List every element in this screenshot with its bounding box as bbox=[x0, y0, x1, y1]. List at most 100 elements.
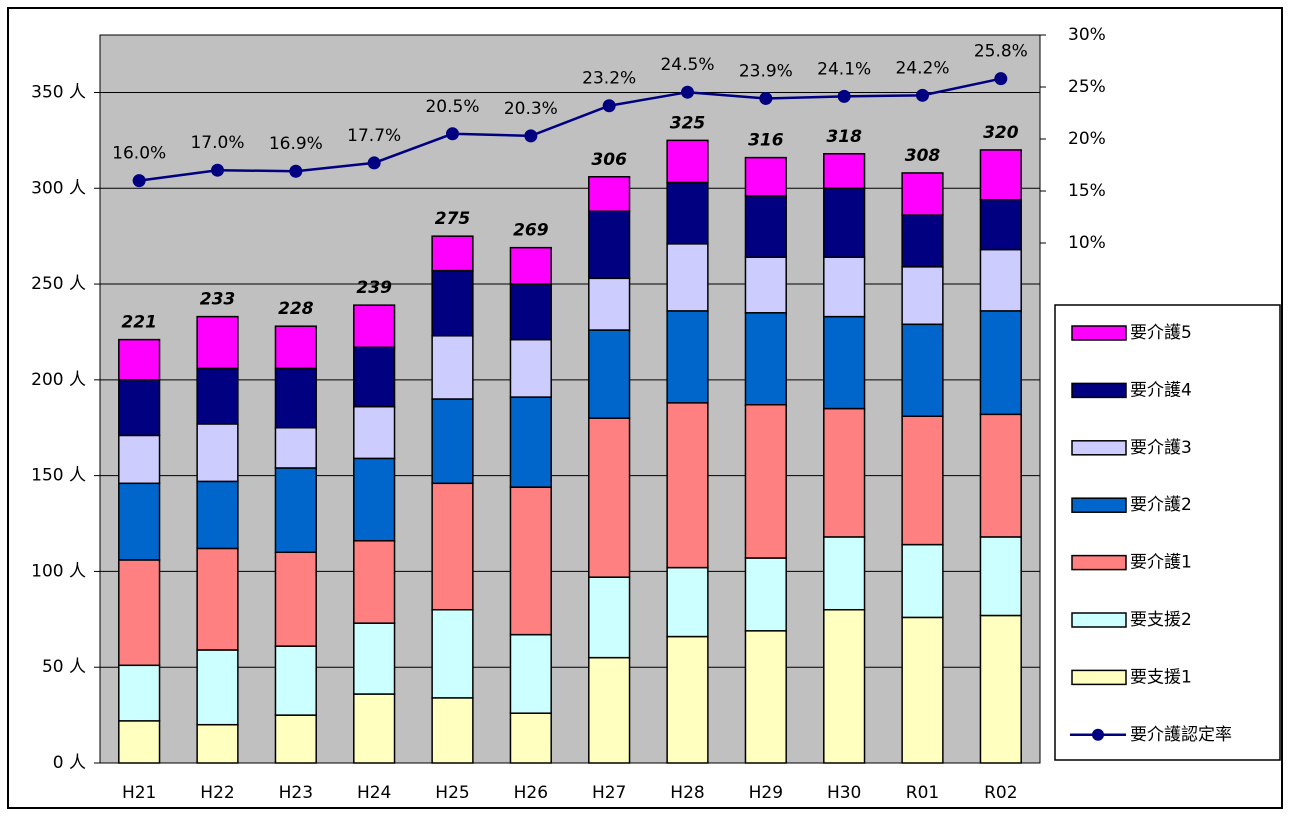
bar-segment bbox=[979, 413, 1022, 538]
total-label: 239 bbox=[356, 278, 392, 298]
bar-segment bbox=[274, 367, 317, 429]
y-tick-label: 300 人 bbox=[31, 178, 86, 198]
legend-swatch bbox=[1071, 382, 1127, 399]
bar-segment bbox=[353, 622, 396, 695]
bar-segment bbox=[901, 214, 944, 268]
bar-segment bbox=[118, 664, 161, 722]
bar-segment bbox=[118, 379, 161, 437]
bar-segment bbox=[979, 310, 1022, 416]
legend-box bbox=[1054, 304, 1281, 761]
bar-segment bbox=[118, 482, 161, 561]
legend-label: 要介護1 bbox=[1130, 553, 1192, 573]
legend-label: 要介護5 bbox=[1130, 323, 1192, 343]
y2-tick-label: 15% bbox=[1068, 181, 1106, 201]
bar-segment bbox=[274, 714, 317, 764]
legend-swatch bbox=[1071, 325, 1127, 341]
legend-swatch bbox=[1071, 440, 1127, 456]
rate-marker bbox=[994, 72, 1008, 86]
bar-segment bbox=[509, 633, 552, 714]
bar-segment bbox=[744, 403, 787, 559]
bar-segment bbox=[118, 434, 161, 485]
total-label: 318 bbox=[826, 127, 862, 147]
bar-segment bbox=[666, 566, 709, 638]
bar-segment bbox=[196, 367, 239, 425]
rate-label: 24.1% bbox=[817, 59, 871, 79]
bar-segment bbox=[118, 720, 161, 764]
bar-segment bbox=[196, 315, 239, 370]
bar-segment bbox=[823, 407, 866, 538]
bar-segment bbox=[353, 405, 396, 460]
y-tick-label: 50 人 bbox=[42, 657, 86, 677]
bar-segment bbox=[744, 312, 787, 406]
bar-segment bbox=[509, 486, 552, 636]
bar-segment bbox=[588, 576, 631, 659]
x-tick-label: H25 bbox=[435, 783, 469, 803]
y2-tick-label: 10% bbox=[1068, 233, 1106, 253]
bar-segment bbox=[509, 338, 552, 398]
bar-segment bbox=[118, 338, 161, 381]
bar-segment bbox=[666, 243, 709, 312]
plot-area bbox=[100, 35, 1040, 763]
rate-label: 24.5% bbox=[660, 55, 714, 75]
rate-label: 23.9% bbox=[739, 61, 793, 81]
x-tick-label: H23 bbox=[279, 783, 313, 803]
bar-segment bbox=[744, 156, 787, 197]
rate-label: 24.2% bbox=[895, 58, 949, 78]
bar-segment bbox=[744, 195, 787, 258]
bar-segment bbox=[901, 266, 944, 326]
rate-marker bbox=[759, 91, 773, 105]
bar-segment bbox=[588, 210, 631, 280]
bar-segment bbox=[588, 277, 631, 331]
y-tick-label: 100 人 bbox=[31, 561, 86, 581]
x-tick-label: H26 bbox=[514, 783, 548, 803]
bar-segment bbox=[274, 645, 317, 716]
legend-label: 要支援1 bbox=[1130, 667, 1192, 687]
rate-label: 25.8% bbox=[974, 42, 1028, 62]
x-tick-label: H24 bbox=[357, 783, 391, 803]
bar-segment bbox=[196, 480, 239, 550]
bar-segment bbox=[666, 139, 709, 184]
bar-segment bbox=[901, 323, 944, 417]
bar-segment bbox=[979, 149, 1022, 201]
rate-marker bbox=[367, 156, 381, 170]
total-label: 275 bbox=[435, 209, 471, 229]
rate-label: 20.3% bbox=[504, 99, 558, 119]
legend-swatch bbox=[1071, 554, 1127, 571]
bar-segment bbox=[431, 608, 474, 699]
bar-segment bbox=[823, 256, 866, 318]
bar-segment bbox=[431, 398, 474, 485]
bar-segment bbox=[509, 396, 552, 488]
bar-segment bbox=[509, 246, 552, 285]
total-label: 233 bbox=[200, 290, 236, 310]
bar-segment bbox=[196, 547, 239, 651]
y-tick-label: 0 人 bbox=[53, 753, 86, 773]
bar-segment bbox=[431, 269, 474, 337]
bar-segment bbox=[823, 315, 866, 410]
rate-marker bbox=[602, 99, 616, 113]
bar-segment bbox=[509, 712, 552, 764]
x-tick-label: H29 bbox=[749, 783, 783, 803]
bar-segment bbox=[823, 187, 866, 258]
rate-label: 23.2% bbox=[582, 69, 636, 89]
rate-marker bbox=[132, 174, 146, 188]
bar-segment bbox=[353, 693, 396, 764]
y-tick-label: 200 人 bbox=[31, 370, 86, 390]
total-label: 221 bbox=[121, 313, 157, 333]
rate-label: 16.0% bbox=[112, 144, 166, 164]
bar-segment bbox=[509, 283, 552, 341]
legend-swatch bbox=[1071, 669, 1127, 686]
bar-segment bbox=[901, 415, 944, 546]
rate-marker bbox=[681, 85, 694, 99]
bar-segment bbox=[353, 346, 396, 408]
rate-marker bbox=[446, 127, 459, 141]
bar-segment bbox=[744, 557, 787, 632]
bar-segment bbox=[979, 614, 1022, 764]
bar-segment bbox=[196, 649, 239, 726]
legend-label: 要支援2 bbox=[1130, 610, 1192, 630]
y2-tick-label: 25% bbox=[1068, 77, 1106, 97]
rate-label: 20.5% bbox=[425, 97, 479, 117]
bar-segment bbox=[823, 153, 866, 190]
y2-tick-label: 30% bbox=[1068, 25, 1106, 45]
